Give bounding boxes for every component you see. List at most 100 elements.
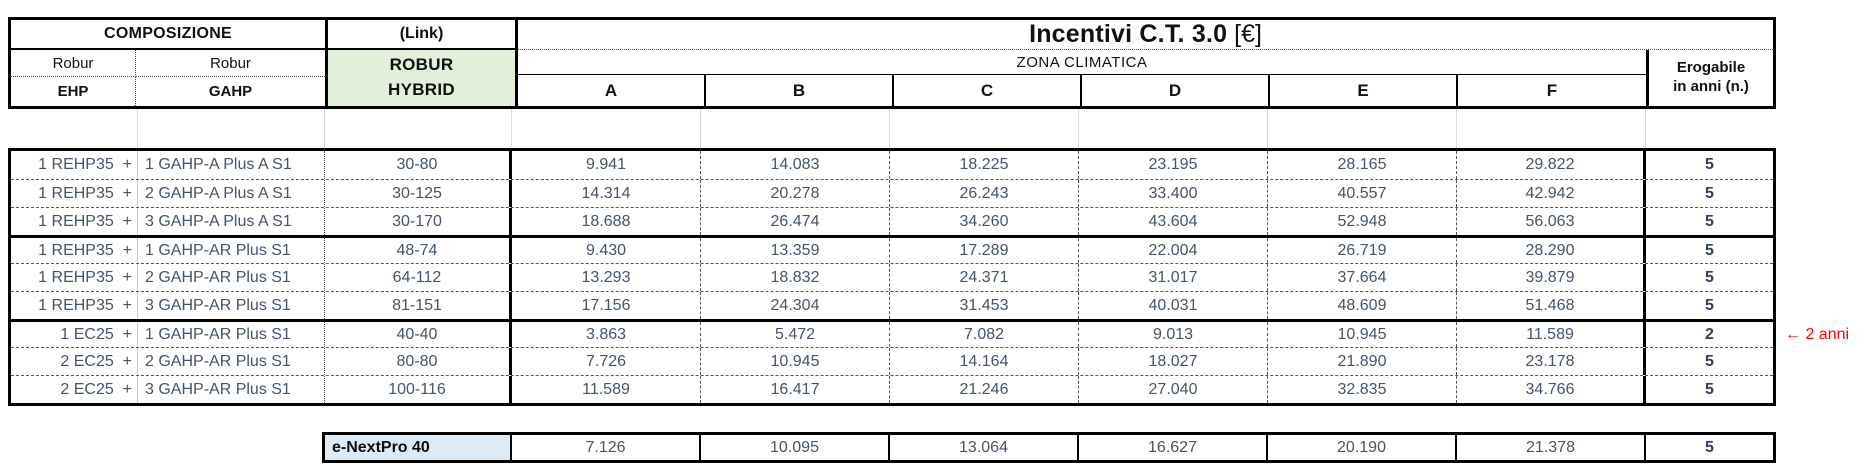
zone-e-value[interactable]: 21.890: [1268, 348, 1457, 375]
zone-e-value[interactable]: 52.948: [1268, 208, 1457, 235]
hybrid-model-cell[interactable]: 81-151: [325, 292, 512, 319]
zone-a-value[interactable]: 7.126: [512, 435, 701, 460]
zone-f-value[interactable]: 39.879: [1457, 264, 1646, 291]
gahp-cell[interactable]: 2 GAHP-A Plus A S1: [138, 180, 325, 207]
ehp-cell[interactable]: 1 REHP35 +: [11, 208, 138, 235]
hybrid-model-cell[interactable]: 100-116: [325, 376, 512, 403]
gahp-cell[interactable]: 2 GAHP-AR Plus S1: [138, 264, 325, 291]
zone-c-value[interactable]: 18.225: [890, 151, 1079, 179]
zone-a-value[interactable]: 7.726: [512, 348, 701, 375]
gahp-cell[interactable]: 2 GAHP-AR Plus S1: [138, 348, 325, 375]
enextpro-label-cell[interactable]: e-NextPro 40: [325, 435, 512, 460]
zone-b-value[interactable]: 26.474: [701, 208, 890, 235]
hybrid-model-cell[interactable]: 30-170: [325, 208, 512, 235]
zone-e-value[interactable]: 32.835: [1268, 376, 1457, 403]
anni-value[interactable]: 5: [1705, 212, 1714, 230]
ehp-cell[interactable]: 2 EC25 +: [11, 348, 138, 375]
zone-f-value[interactable]: 11.589: [1457, 322, 1646, 347]
zone-f-value[interactable]: 23.178: [1457, 348, 1646, 375]
zone-f-value[interactable]: 51.468: [1457, 292, 1646, 319]
zone-c-value[interactable]: 14.164: [890, 348, 1079, 375]
zone-d-value[interactable]: 31.017: [1079, 264, 1268, 291]
hybrid-model-cell[interactable]: 30-80: [325, 151, 512, 179]
zone-b-value[interactable]: 20.278: [701, 180, 890, 207]
zone-f-value[interactable]: 42.942: [1457, 180, 1646, 207]
ehp-cell[interactable]: 1 REHP35 +: [11, 292, 138, 319]
zone-b-value[interactable]: 14.083: [701, 151, 890, 179]
zone-a-value[interactable]: 14.314: [512, 180, 701, 207]
zone-a-value[interactable]: 13.293: [512, 264, 701, 291]
zone-b-value[interactable]: 16.417: [701, 376, 890, 403]
ehp-cell[interactable]: 1 REHP35 +: [11, 238, 138, 263]
anni-value[interactable]: 5: [1705, 184, 1714, 202]
zone-d-value[interactable]: 16.627: [1079, 435, 1268, 460]
zone-d-value[interactable]: 22.004: [1079, 238, 1268, 263]
zone-b-value[interactable]: 18.832: [701, 264, 890, 291]
gahp-cell[interactable]: 3 GAHP-AR Plus S1: [138, 292, 325, 319]
zone-c-value[interactable]: 7.082: [890, 322, 1079, 347]
anni-value[interactable]: 5: [1705, 268, 1714, 286]
gahp-cell[interactable]: 1 GAHP-AR Plus S1: [138, 322, 325, 347]
zone-a-value[interactable]: 11.589: [512, 376, 701, 403]
zone-d-value[interactable]: 40.031: [1079, 292, 1268, 319]
zone-a-value[interactable]: 9.941: [512, 151, 701, 179]
zone-d-value[interactable]: 23.195: [1079, 151, 1268, 179]
zone-a-value[interactable]: 17.156: [512, 292, 701, 319]
hybrid-model-cell[interactable]: 64-112: [325, 264, 512, 291]
zone-f-value[interactable]: 28.290: [1457, 238, 1646, 263]
anni-value[interactable]: 2: [1705, 325, 1714, 343]
link-cell[interactable]: (Link): [328, 20, 515, 50]
zone-d-value[interactable]: 33.400: [1079, 180, 1268, 207]
gahp-cell[interactable]: 3 GAHP-A Plus A S1: [138, 208, 325, 235]
anni-value[interactable]: 5: [1705, 438, 1714, 456]
hybrid-model-cell[interactable]: 48-74: [325, 238, 512, 263]
zone-a-value[interactable]: 18.688: [512, 208, 701, 235]
zone-c-value[interactable]: 26.243: [890, 180, 1079, 207]
anni-value[interactable]: 5: [1705, 296, 1714, 314]
zone-c-value[interactable]: 13.064: [890, 435, 1079, 460]
zone-c-value[interactable]: 31.453: [890, 292, 1079, 319]
zone-b-value[interactable]: 10.095: [701, 435, 890, 460]
zone-b-value[interactable]: 24.304: [701, 292, 890, 319]
zone-e-value[interactable]: 26.719: [1268, 238, 1457, 263]
robur-hybrid-cell[interactable]: ROBUR HYBRID: [328, 50, 515, 106]
anni-value[interactable]: 5: [1705, 156, 1714, 173]
zone-b-value[interactable]: 5.472: [701, 322, 890, 347]
ehp-cell[interactable]: 1 EC25 +: [11, 322, 138, 347]
gahp-cell[interactable]: 3 GAHP-AR Plus S1: [138, 376, 325, 403]
ehp-cell[interactable]: 1 REHP35 +: [11, 180, 138, 207]
zone-b-value[interactable]: 10.945: [701, 348, 890, 375]
zone-c-value[interactable]: 21.246: [890, 376, 1079, 403]
zone-d-value[interactable]: 18.027: [1079, 348, 1268, 375]
zone-f-value[interactable]: 29.822: [1457, 151, 1646, 179]
zone-d-value[interactable]: 27.040: [1079, 376, 1268, 403]
zone-e-value[interactable]: 10.945: [1268, 322, 1457, 347]
zone-c-value[interactable]: 24.371: [890, 264, 1079, 291]
ehp-cell[interactable]: 2 EC25 +: [11, 376, 138, 403]
zone-d-value[interactable]: 43.604: [1079, 208, 1268, 235]
zone-b-value[interactable]: 13.359: [701, 238, 890, 263]
anni-value[interactable]: 5: [1705, 352, 1714, 370]
zone-f-value[interactable]: 34.766: [1457, 376, 1646, 403]
anni-value[interactable]: 5: [1705, 380, 1714, 398]
zone-f-value[interactable]: 21.378: [1457, 435, 1646, 460]
zone-f-value[interactable]: 56.063: [1457, 208, 1646, 235]
zone-c-value[interactable]: 34.260: [890, 208, 1079, 235]
zone-e-value[interactable]: 37.664: [1268, 264, 1457, 291]
ehp-cell[interactable]: 1 REHP35 +: [11, 151, 138, 179]
gahp-cell[interactable]: 1 GAHP-A Plus A S1: [138, 151, 325, 179]
gahp-cell[interactable]: 1 GAHP-AR Plus S1: [138, 238, 325, 263]
hybrid-model-cell[interactable]: 80-80: [325, 348, 512, 375]
hybrid-model-cell[interactable]: 40-40: [325, 322, 512, 347]
zone-c-value[interactable]: 17.289: [890, 238, 1079, 263]
zone-e-value[interactable]: 20.190: [1268, 435, 1457, 460]
zone-e-value[interactable]: 48.609: [1268, 292, 1457, 319]
hybrid-model-cell[interactable]: 30-125: [325, 180, 512, 207]
zone-e-value[interactable]: 28.165: [1268, 151, 1457, 179]
zone-a-value[interactable]: 3.863: [512, 322, 701, 347]
ehp-cell[interactable]: 1 REHP35 +: [11, 264, 138, 291]
zone-a-value[interactable]: 9.430: [512, 238, 701, 263]
zone-e-value[interactable]: 40.557: [1268, 180, 1457, 207]
anni-value[interactable]: 5: [1705, 241, 1714, 259]
zone-d-value[interactable]: 9.013: [1079, 322, 1268, 347]
